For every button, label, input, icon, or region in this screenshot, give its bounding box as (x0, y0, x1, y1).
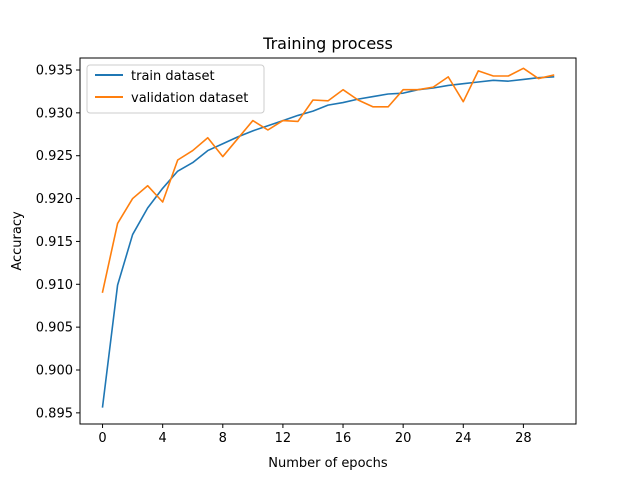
y-tick-label: 0.910 (36, 278, 73, 293)
y-tick-label: 0.905 (36, 321, 73, 336)
legend-box (86, 64, 265, 114)
legend: train dataset validation dataset (86, 64, 265, 114)
y-axis-label: Accuracy (10, 211, 25, 271)
y-tick-label: 0.925 (36, 149, 73, 164)
series-line-train (101, 76, 555, 408)
y-tick-label: 0.915 (36, 235, 73, 250)
series-group (101, 67, 555, 408)
x-tick-label: 4 (159, 431, 167, 446)
x-tick-label: 8 (219, 431, 227, 446)
y-tick-label: 0.930 (36, 106, 73, 121)
x-tick-label: 16 (335, 431, 352, 446)
legend-label-validation: validation dataset (131, 91, 248, 106)
x-tick-label: 20 (395, 431, 412, 446)
x-tick-label: 28 (515, 431, 532, 446)
x-tick-label: 0 (98, 431, 106, 446)
x-axis-label: Number of epochs (268, 456, 388, 471)
legend-label-train: train dataset (131, 69, 215, 84)
x-axis-ticks: 0 4 8 12 16 20 24 28 (98, 424, 532, 446)
x-tick-label: 12 (275, 431, 292, 446)
series-line-validation (101, 67, 555, 293)
y-axis-ticks: 0.895 0.900 0.905 0.910 0.915 0.920 0.925 0.930… (36, 64, 80, 421)
chart-title: Training process (262, 34, 393, 53)
x-tick-label: 24 (455, 431, 472, 446)
y-tick-label: 0.935 (36, 64, 73, 79)
y-tick-label: 0.920 (36, 192, 73, 207)
y-tick-label: 0.900 (36, 364, 73, 379)
y-tick-label: 0.895 (36, 406, 73, 421)
